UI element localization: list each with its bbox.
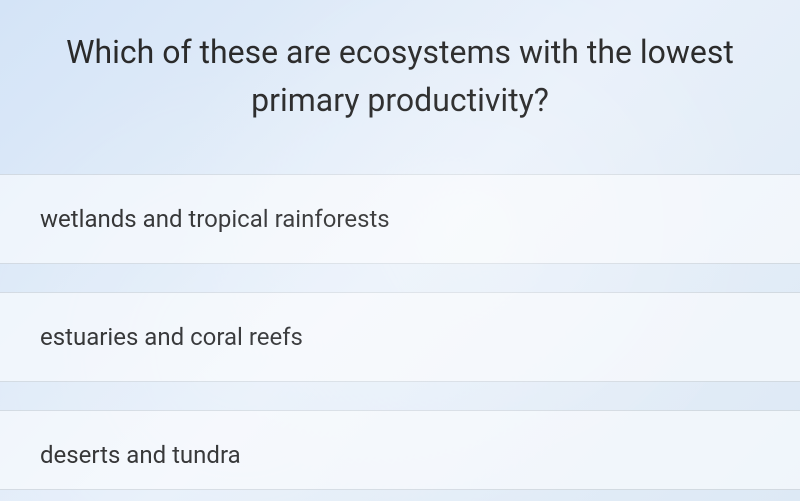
question-text: Which of these are ecosystems with the l… — [40, 28, 760, 124]
question-area: Which of these are ecosystems with the l… — [0, 0, 800, 174]
option-deserts-tundra[interactable]: deserts and tundra — [0, 410, 800, 490]
option-label: deserts and tundra — [40, 441, 760, 469]
options-container: wetlands and tropical rainforests estuar… — [0, 174, 800, 490]
option-estuaries-coral-reefs[interactable]: estuaries and coral reefs — [0, 292, 800, 382]
question-line-2: primary productivity? — [251, 81, 549, 119]
question-line-1: Which of these are ecosystems with the l… — [66, 33, 734, 71]
option-label: wetlands and tropical rainforests — [40, 205, 760, 233]
option-label: estuaries and coral reefs — [40, 323, 760, 351]
option-wetlands-rainforests[interactable]: wetlands and tropical rainforests — [0, 174, 800, 264]
